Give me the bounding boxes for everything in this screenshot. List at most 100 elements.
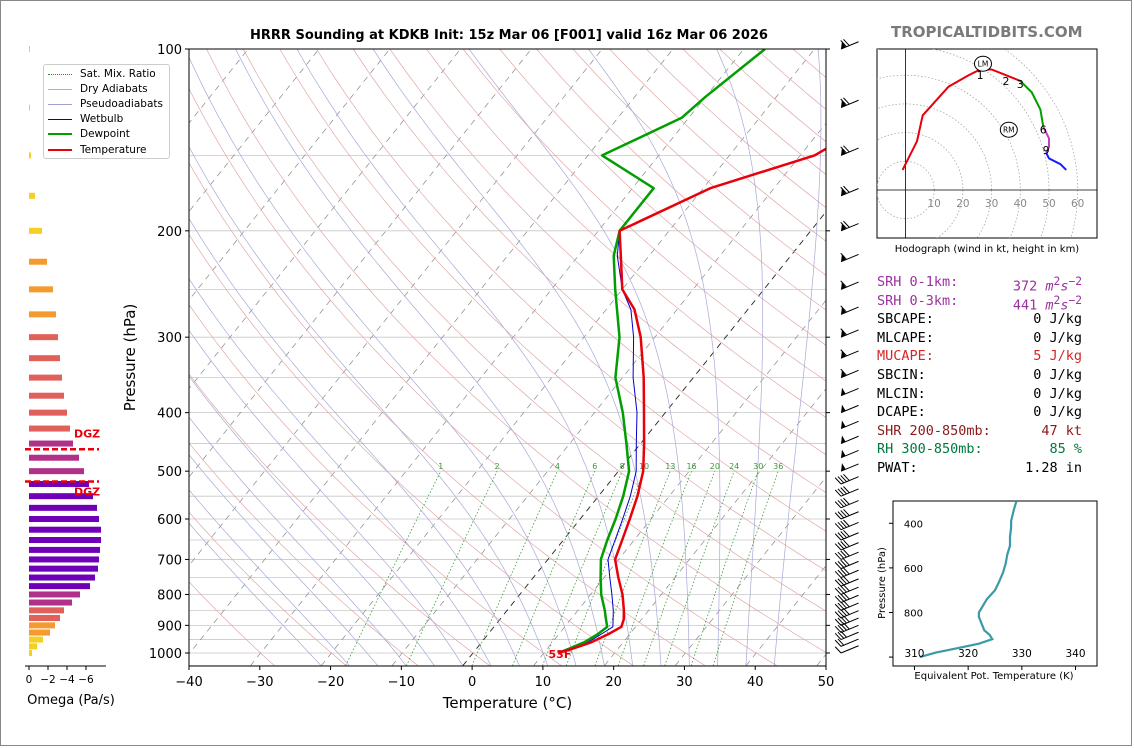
barb-feather (834, 595, 842, 603)
pseudoadiabat (372, 49, 662, 666)
wind-barb (834, 486, 859, 497)
omega-bar (29, 583, 90, 590)
barb-feather (843, 497, 850, 505)
chart-title: HRRR Sounding at KDKB Init: 15z Mar 06 [… (250, 28, 768, 43)
hodograph-panel: 10 20 30 40 50 60 1 2 3 6 9 LM RM Hodograph (wind in … (876, 48, 1098, 255)
barb-staff (840, 281, 859, 290)
barb-feather (843, 558, 850, 566)
wind-barb (834, 584, 859, 595)
barb-staff (840, 500, 859, 509)
legend-label: Temperature (80, 144, 147, 156)
stat-rh: RH 300-850mb: 85 % (877, 441, 1082, 458)
barb-staff (840, 476, 859, 485)
omega-bar (29, 334, 58, 341)
barb-staff (840, 578, 859, 587)
barb-feather (843, 592, 850, 600)
temperature-line (557, 147, 826, 655)
mixing-ratio-label: 20 (710, 462, 720, 471)
dewpoint-line (557, 49, 766, 655)
wind-barb (840, 404, 859, 414)
barb-feather (837, 602, 845, 610)
mixing-ratio-line (664, 471, 735, 666)
stat-srh-0-1km: SRH 0-1km: 372 m2s−2 (877, 274, 1082, 295)
barb-feather (834, 587, 842, 595)
legend-label: Wetbulb (80, 113, 124, 125)
wind-barb (834, 558, 859, 570)
surface-temp-label: 53F (549, 648, 572, 661)
y-tick-label: 400 (157, 407, 182, 422)
barb-feather (840, 559, 847, 567)
barb-feather (840, 498, 847, 506)
omega-bar (29, 409, 67, 416)
barb-feather (840, 280, 847, 288)
mixing-ratio-line (471, 471, 558, 666)
barb-feather (834, 477, 842, 485)
pseudoadiabat (296, 49, 634, 666)
wind-barb (834, 622, 859, 634)
barb-feather (843, 584, 850, 592)
pseudoadiabat (189, 489, 350, 666)
barb-feather (840, 531, 847, 539)
mixing-ratio-label: 36 (773, 462, 783, 471)
theta-e-x-tick-label: 330 (1012, 648, 1032, 660)
wind-barb (840, 305, 859, 315)
pseudoadiabat (189, 454, 379, 666)
legend-item: Sat. Mix. Ratio (48, 67, 156, 81)
omega-bar (29, 286, 53, 293)
barb-flag (841, 449, 846, 458)
wind-barb (840, 145, 859, 156)
barb-feather (840, 252, 847, 260)
mixing-ratio-label: 24 (729, 462, 739, 471)
wind-barb (840, 185, 859, 197)
wind-barb (840, 38, 859, 50)
barb-staff (840, 631, 859, 641)
wind-barb (840, 349, 859, 359)
omega-bar (29, 104, 30, 111)
omega-bar (29, 536, 101, 543)
mixing-ratio-line (542, 471, 623, 666)
pseudoadiabat (716, 49, 764, 666)
dry-adiabat (536, 49, 826, 311)
barb-feather (837, 624, 845, 632)
skewt-background-lines: 1 2 4 6 8 10 13 16 20 24 30 36 (189, 49, 826, 666)
hodograph-height-label: 3 (1017, 78, 1024, 91)
pseudoadiabat (189, 522, 322, 666)
pseudoadiabat (189, 56, 577, 666)
wind-barb (834, 615, 859, 626)
wind-barb (834, 519, 859, 531)
stat-mlcin: MLCIN: 0 J/kg (877, 385, 1082, 402)
barb-feather (834, 618, 842, 626)
wind-barb (840, 280, 859, 290)
barb-feather (843, 549, 850, 557)
barb-staff (840, 521, 859, 531)
pseudoadiabat (588, 49, 721, 666)
barb-staff (840, 594, 859, 604)
barb-feather (843, 508, 850, 516)
skewt-profiles: 53F (549, 49, 826, 661)
omega-bar (29, 192, 35, 199)
omega-bar (29, 636, 43, 643)
pseudoadiabat (773, 49, 822, 666)
barb-feather (834, 512, 842, 520)
hodograph-trace (901, 68, 1021, 171)
hodograph-ring-label: 10 (928, 198, 941, 210)
dry-adiabat (189, 162, 706, 666)
omega-bar (29, 152, 31, 159)
barb-staff (840, 463, 859, 472)
barb-staff (840, 488, 859, 497)
barb-feather (837, 586, 845, 594)
barb-flag (841, 306, 846, 315)
dry-adiabat (189, 442, 419, 666)
y-tick-label: 1000 (149, 647, 182, 662)
barb-feather (843, 539, 850, 547)
legend-item: Wetbulb (48, 112, 123, 126)
x-tick-label: 50 (818, 675, 835, 690)
omega-bar (29, 650, 32, 656)
barb-feather (837, 578, 845, 586)
barb-flag (841, 404, 846, 413)
mixing-ratio-line (594, 471, 671, 666)
barb-staff (840, 542, 859, 551)
wind-barb (834, 630, 859, 641)
barb-feather (837, 610, 845, 618)
